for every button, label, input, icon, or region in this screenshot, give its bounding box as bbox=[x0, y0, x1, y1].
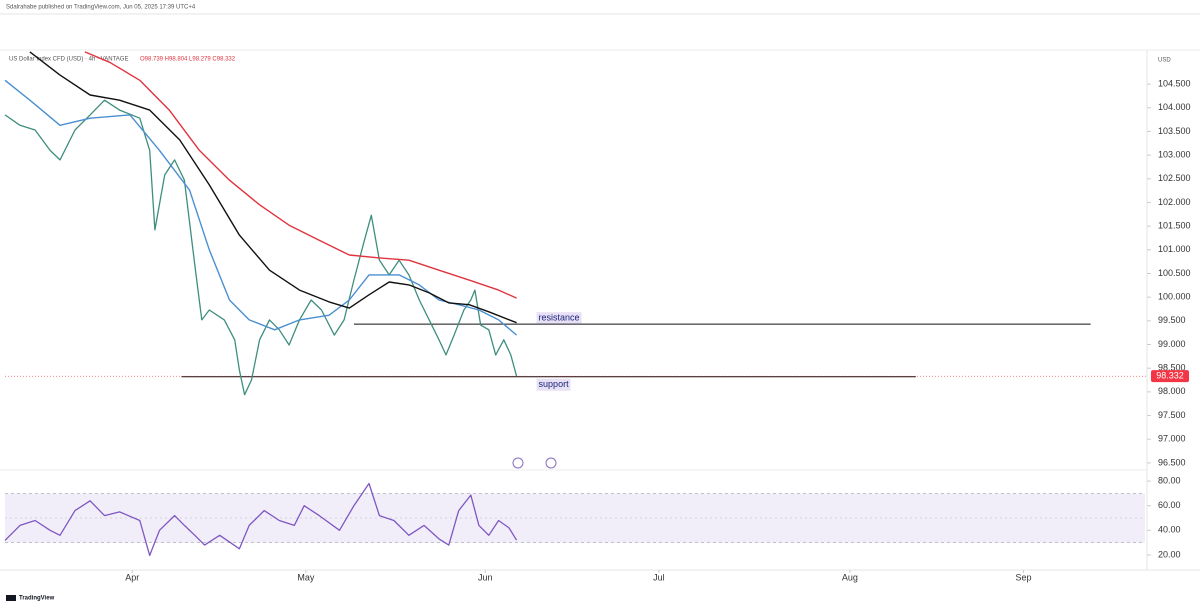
y-tick-label: 104.500 bbox=[1158, 78, 1191, 88]
tv-logo bbox=[6, 595, 16, 601]
x-tick-label: May bbox=[297, 572, 315, 582]
logo-mark bbox=[6, 595, 16, 601]
x-tick-label: Aug bbox=[842, 572, 858, 582]
level-label: support bbox=[539, 379, 570, 389]
y-tick-label: 99.000 bbox=[1158, 339, 1186, 349]
x-tick-label: Jun bbox=[478, 572, 493, 582]
footer-brand: TradingView bbox=[19, 596, 55, 602]
symbol-title: US Dollar Index CFD (USD) · 4h · VANTAGE bbox=[9, 57, 128, 63]
y-tick-label: 103.500 bbox=[1158, 126, 1191, 136]
series-line bbox=[4, 482, 518, 557]
x-tick-label: Jul bbox=[653, 572, 665, 582]
y-tick-label: 101.500 bbox=[1158, 221, 1191, 231]
y-tick-label: 100.500 bbox=[1158, 268, 1191, 278]
y-tick-label: 40.00 bbox=[1158, 525, 1181, 535]
event-icons bbox=[512, 457, 557, 469]
series-line bbox=[29, 51, 517, 324]
last-price-tag bbox=[1151, 370, 1189, 383]
x-tick-label: Apr bbox=[125, 572, 139, 582]
level-label-bg bbox=[536, 312, 582, 325]
y-tick-label: 102.000 bbox=[1158, 197, 1191, 207]
y-tick-label: 97.000 bbox=[1158, 434, 1186, 444]
series-line bbox=[4, 79, 518, 336]
y-tick-label: 80.00 bbox=[1158, 475, 1181, 485]
y-tick-label: 96.500 bbox=[1158, 457, 1186, 467]
y-tick-label: 97.500 bbox=[1158, 410, 1186, 420]
y-tick-label: 60.00 bbox=[1158, 500, 1181, 510]
y-tick-label: 98.500 bbox=[1158, 363, 1186, 373]
y-tick-label: 99.500 bbox=[1158, 315, 1186, 325]
y-tick-label: 101.000 bbox=[1158, 244, 1191, 254]
y-tick-label: 100.000 bbox=[1158, 292, 1191, 302]
series-line bbox=[84, 51, 517, 299]
event-icon[interactable] bbox=[545, 457, 557, 469]
level-label: resistance bbox=[539, 313, 580, 323]
y-tick-label: 98.000 bbox=[1158, 386, 1186, 396]
last-price-label: 98.332 bbox=[1156, 371, 1184, 381]
y-tick-label: 104.000 bbox=[1158, 102, 1191, 112]
axis-unit: USD bbox=[1158, 58, 1171, 64]
series-line bbox=[4, 99, 518, 396]
y-tick-label: 102.500 bbox=[1158, 173, 1191, 183]
y-tick-label: 20.00 bbox=[1158, 549, 1181, 559]
y-tick-label: 103.000 bbox=[1158, 149, 1191, 159]
level-label-bg bbox=[536, 378, 571, 391]
publisher-header: Sdalrahabe published on TradingView.com,… bbox=[6, 5, 196, 11]
x-tick-label: Sep bbox=[1015, 572, 1031, 582]
event-icon[interactable] bbox=[512, 457, 524, 469]
ohlc-values: O98.739 H98.804 L98.279 C98.332 bbox=[140, 57, 236, 63]
